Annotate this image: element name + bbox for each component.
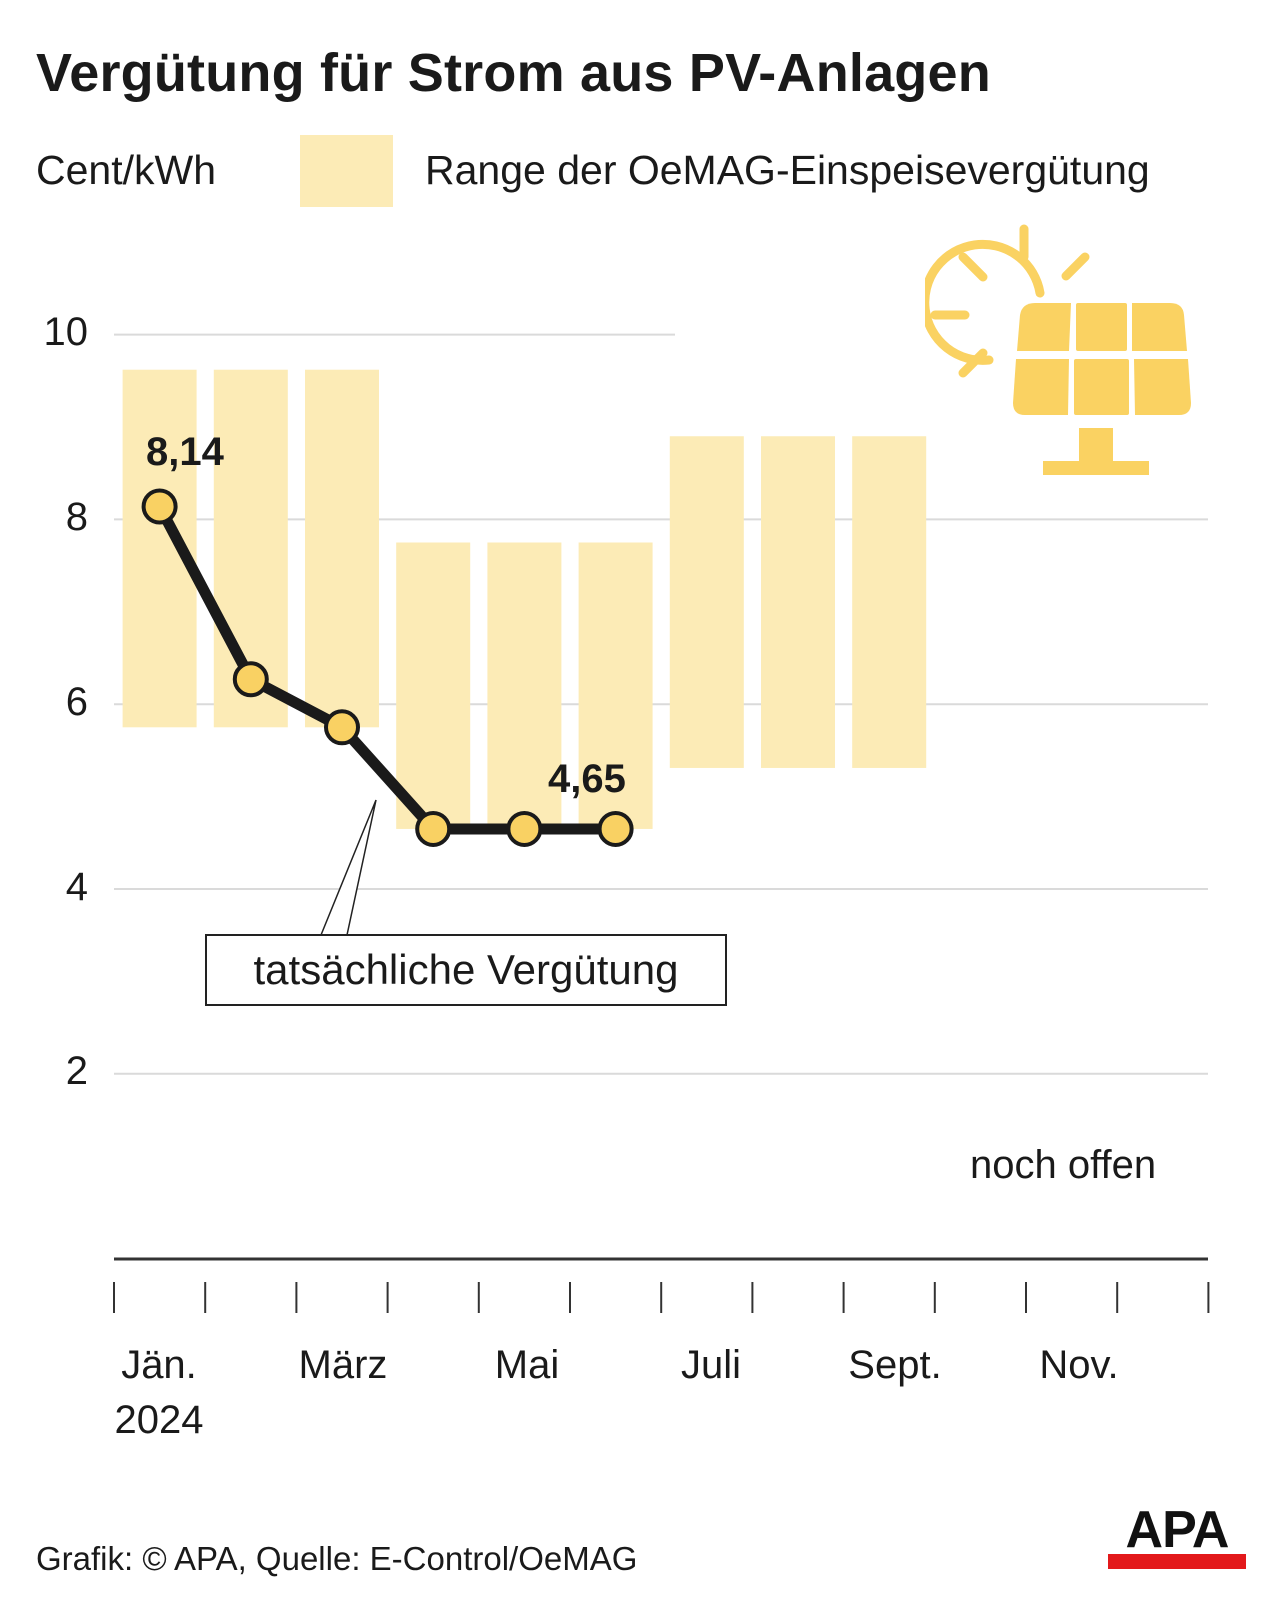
pending-note: noch offen [970, 1143, 1157, 1187]
range-bar [669, 436, 744, 768]
x-label-nov: Nov. [1039, 1343, 1119, 1387]
legend-swatch [300, 135, 393, 207]
data-point-marker [324, 709, 360, 746]
y-tick-10: 10 [43, 310, 89, 354]
data-point-marker [597, 810, 634, 847]
range-bar [852, 436, 927, 768]
x-label-jul: Juli [680, 1343, 742, 1387]
source-credit: Grafik: © APA, Quelle: E-Control/OeMAG [36, 1540, 638, 1577]
callout-pointer [319, 799, 377, 936]
y-tick-4: 4 [65, 865, 88, 909]
legend-label: Range der OeMAG-Einspeisevergütung [425, 147, 1150, 193]
range-bar [761, 436, 835, 768]
y-tick-8: 8 [65, 495, 88, 539]
data-point-marker [506, 810, 543, 847]
chart-title: Vergütung für Strom aus PV-Anlagen [36, 43, 991, 103]
y-tick-2: 2 [65, 1049, 88, 1093]
range-bar [487, 542, 562, 829]
y-tick-6: 6 [65, 680, 88, 724]
data-point-marker [232, 661, 269, 698]
last-value-label: 4,65 [548, 757, 626, 801]
apa-logo-bar [1108, 1554, 1246, 1569]
first-value-label: 8,14 [146, 430, 224, 474]
x-label-year: 2024 [114, 1398, 204, 1442]
y-axis-unit: Cent/kWh [36, 147, 216, 193]
range-bar [305, 369, 379, 728]
actual-compensation-callout: tatsächliche Vergütung [205, 934, 727, 1006]
x-label-sep: Sept. [848, 1343, 942, 1387]
apa-logo: APA [1108, 1504, 1246, 1570]
data-point-marker [141, 488, 178, 525]
sun-solar-panel-icon [925, 224, 1191, 475]
x-label-mar: März [298, 1343, 388, 1387]
x-label-jan: Jän. [121, 1343, 197, 1387]
x-label-may: Mai [494, 1343, 560, 1387]
range-bar [396, 542, 471, 829]
data-point-marker [415, 810, 452, 847]
apa-logo-text: APA [1125, 1501, 1230, 1559]
range-bar [578, 542, 653, 829]
